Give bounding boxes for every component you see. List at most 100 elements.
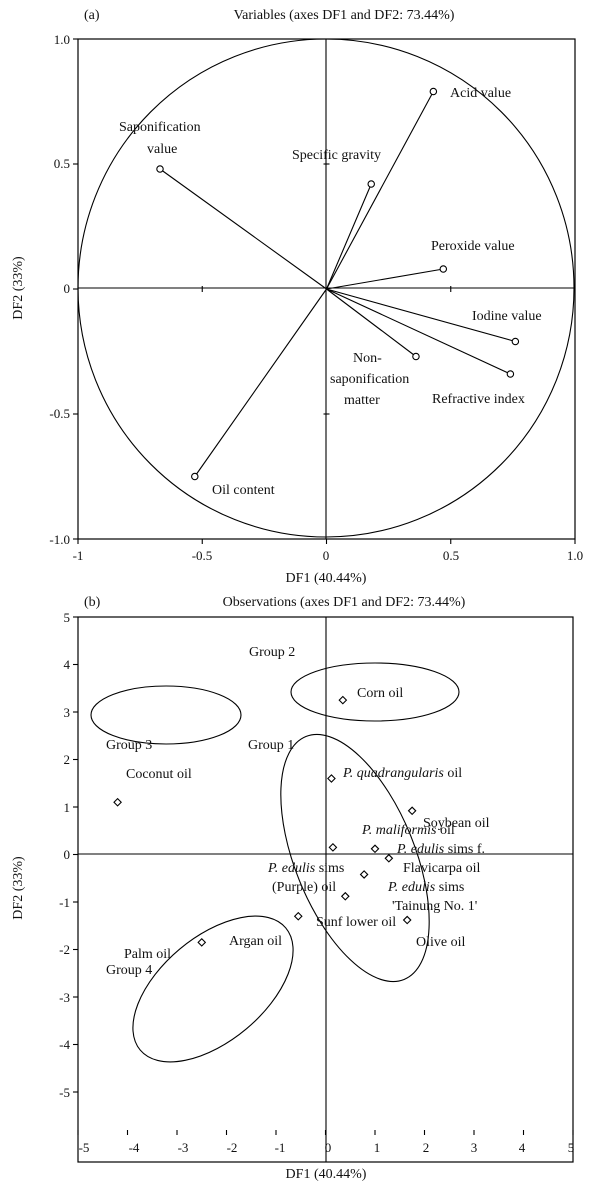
observation-point — [197, 937, 207, 947]
panel-b-tag: (b) — [84, 595, 101, 610]
panel-a-ytick: 0 — [64, 281, 71, 296]
panel-a-ytick: 1.0 — [54, 32, 70, 47]
panel-a-ylabel: DF2 (33%) — [11, 256, 26, 320]
group-2-label: Group 2 — [249, 645, 295, 660]
observation-point — [384, 853, 394, 863]
group-4-label: Group 4 — [106, 963, 152, 978]
panel-b-ytick: -5 — [59, 1085, 70, 1100]
panel-a-ytick: -1.0 — [49, 532, 70, 547]
vector-line — [326, 288, 417, 357]
observation-point — [370, 844, 380, 854]
group-2-ellipse — [290, 662, 460, 722]
group-1-ellipse — [280, 733, 430, 983]
panel-a-xtick: -0.5 — [192, 548, 213, 563]
panel-b-xtick: 0 — [325, 1140, 332, 1155]
correlation-circle — [77, 38, 575, 538]
label-corn-oil: Corn oil — [357, 686, 403, 701]
group-3-label: Group 3 — [106, 738, 152, 753]
vector-line — [159, 168, 327, 290]
vector-point — [412, 352, 420, 361]
label-palm-oil: Palm oil — [124, 947, 171, 962]
label-refractive-index: Refractive index — [432, 392, 525, 407]
panel-b-ytick: 5 — [64, 610, 71, 625]
vector-line — [326, 91, 434, 290]
label-p-edulis-purple-1: P. edulis sims — [267, 861, 344, 876]
panel-b-xtick: -2 — [227, 1140, 238, 1155]
label-p-quadrangularis: P. quadrangularis oil — [342, 766, 462, 781]
vector-line — [194, 288, 327, 477]
observation-point — [338, 695, 348, 705]
panel-a-ytick: -0.5 — [49, 406, 70, 421]
panel-b-ticks — [73, 616, 574, 1135]
label-p-edulis-purple-2: (Purple) oil — [272, 880, 336, 895]
panel-b-title: Observations (axes DF1 and DF2: 73.44%) — [223, 595, 466, 610]
vector-point — [439, 265, 448, 273]
observation-point — [113, 797, 122, 807]
observation-point — [327, 774, 336, 783]
label-saponification-1: Saponification — [119, 120, 201, 135]
label-olive-oil: Olive oil — [416, 935, 465, 950]
panel-b-ytick: 3 — [64, 705, 71, 720]
panel-a-xlabel: DF1 (40.44%) — [286, 571, 367, 586]
vector-line — [326, 268, 444, 290]
observation-point — [359, 870, 369, 879]
label-oil-content: Oil content — [212, 483, 275, 498]
label-p-edulis-tainung-2: 'Tainung No. 1' — [392, 899, 477, 914]
panel-a-ytick: 0.5 — [54, 156, 70, 171]
panel-b-xlabel: DF1 (40.44%) — [286, 1167, 367, 1182]
panel-a-ticks — [73, 38, 576, 544]
label-iodine-value: Iodine value — [472, 309, 542, 324]
label-nonsap-1: Non- — [353, 351, 382, 366]
panel-b-xtick: 5 — [568, 1140, 575, 1155]
panel-a-title: Variables (axes DF1 and DF2: 73.44%) — [234, 8, 455, 23]
panel-b-xtick: 1 — [374, 1140, 381, 1155]
panel-b-ytick: -4 — [59, 1037, 70, 1052]
label-soybean-oil: Soybean oil — [423, 816, 490, 831]
observation-point — [293, 911, 303, 921]
observation-point — [328, 842, 338, 852]
label-peroxide-value: Peroxide value — [431, 239, 515, 254]
group-3-ellipse — [90, 685, 242, 745]
panel-b-xtick: 2 — [423, 1140, 430, 1155]
label-sunflower-oil: Sunf lower oil — [316, 915, 396, 930]
panel-b-xtick: 4 — [519, 1140, 526, 1155]
vector-point — [429, 87, 438, 96]
label-p-maliformis: P. maliformis oil — [361, 823, 455, 838]
panel-a-xtick: -1 — [73, 548, 84, 563]
observation-point — [407, 806, 417, 816]
panel-b-ytick: 1 — [64, 800, 71, 815]
vector-line — [326, 288, 516, 343]
panel-b-points — [113, 695, 417, 947]
panel-b-xtick: -3 — [178, 1140, 189, 1155]
observation-point — [340, 891, 350, 901]
panel-b-ytick: -2 — [59, 942, 70, 957]
panel-b-xtick: 3 — [471, 1140, 478, 1155]
label-p-edulis-tainung-1: P. edulis sims — [387, 880, 464, 895]
group-1-label: Group 1 — [248, 738, 294, 753]
label-argan-oil: Argan oil — [229, 934, 282, 949]
vector-point — [511, 337, 520, 346]
vector-line — [325, 183, 372, 290]
panel-b-ytick: -3 — [59, 990, 70, 1005]
panel-b-xtick: -4 — [129, 1140, 140, 1155]
panel-a-vectors — [156, 87, 520, 481]
vector-point — [191, 472, 199, 481]
panel-b: (b) Observations (axes DF1 and DF2: 73.4… — [11, 595, 574, 1182]
vector-line — [326, 288, 511, 375]
panel-b-xtick: -1 — [275, 1140, 286, 1155]
panel-b-ytick: 0 — [64, 847, 71, 862]
panel-b-ylabel: DF2 (33%) — [11, 856, 26, 920]
panel-b-xtick: -5 — [79, 1140, 90, 1155]
group-4-ellipse — [132, 915, 294, 1063]
panel-b-ytick: 2 — [64, 752, 71, 767]
panel-a-xtick: 1.0 — [567, 548, 583, 563]
label-nonsap-3: matter — [344, 393, 380, 408]
label-specific-gravity: Specific gravity — [292, 148, 381, 163]
panel-a-xtick: 0.5 — [443, 548, 459, 563]
panel-a: (a) Variables (axes DF1 and DF2: 73.44%)… — [11, 8, 583, 586]
label-p-edulis-f: P. edulis sims f. — [396, 842, 485, 857]
label-nonsap-2: saponification — [330, 372, 409, 387]
vector-point — [156, 165, 164, 173]
observation-point — [402, 915, 412, 925]
